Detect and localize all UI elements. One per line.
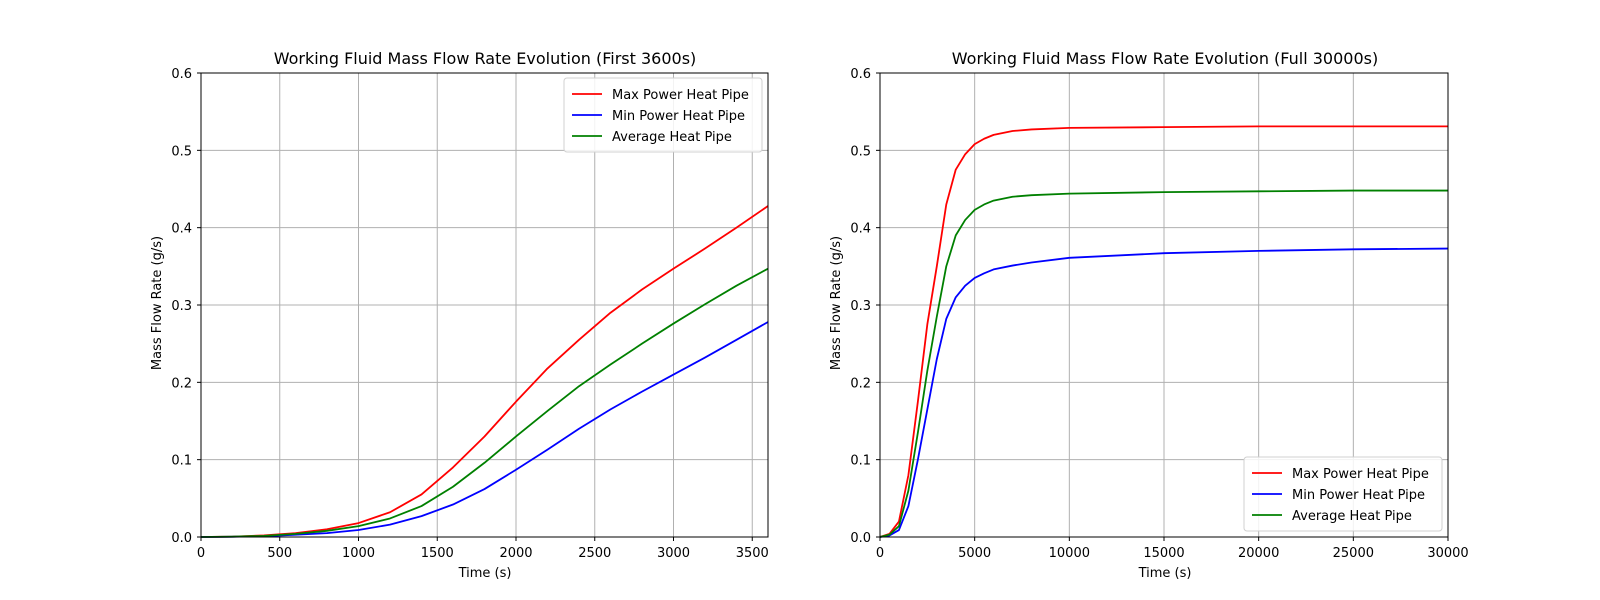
legend: Max Power Heat Pipe Min Power Heat Pipe Av… (563, 77, 763, 153)
x-tick-label: 3500 (736, 546, 769, 561)
y-tick-label: 0.5 (850, 144, 871, 159)
x-tick-label: 0 (876, 546, 884, 561)
y-tick-label: 0.1 (171, 454, 192, 469)
x-axis-label: Time (s) (1138, 566, 1192, 581)
legend-label-2: Average Heat Pipe (1292, 509, 1412, 524)
y-tick-label: 0.4 (171, 222, 192, 237)
y-tick-label: 0.6 (171, 67, 192, 82)
y-axis-label: Mass Flow Rate (g/s) (829, 236, 844, 370)
legend-box (563, 77, 763, 153)
series-line-1 (879, 247, 1449, 538)
x-tick-label: 15000 (1143, 546, 1184, 561)
series-line-2 (879, 189, 1448, 538)
y-tick-label: 0.4 (850, 222, 871, 237)
x-tick-label: 10000 (1049, 546, 1090, 561)
x-tick-label: 5000 (958, 546, 991, 561)
legend-box (1243, 456, 1443, 532)
legend-label-2: Average Heat Pipe (612, 130, 732, 145)
series-line-0 (879, 125, 1448, 538)
x-tick-label: 1500 (421, 546, 454, 561)
legend: Max Power Heat Pipe Min Power Heat Pipe Av… (1243, 456, 1443, 532)
y-tick-label: 0.2 (850, 376, 871, 391)
legend-label-0: Max Power Heat Pipe (612, 88, 749, 103)
series-line-2 (200, 267, 769, 538)
x-tick-label: 1000 (342, 546, 375, 561)
y-tick-label: 0.5 (171, 144, 192, 159)
x-tick-label: 20000 (1238, 546, 1279, 561)
chart-full-30000s: Working Fluid Mass Flow Rate Evolution (… (829, 49, 1469, 581)
x-tick-label: 500 (267, 546, 292, 561)
legend-label-0: Max Power Heat Pipe (1292, 467, 1429, 482)
x-tick-label: 2500 (578, 546, 611, 561)
x-tick-label: 30000 (1427, 546, 1468, 561)
x-tick-label: 25000 (1333, 546, 1374, 561)
y-tick-label: 0.2 (171, 376, 192, 391)
x-tick-label: 3000 (657, 546, 690, 561)
chart-title: Working Fluid Mass Flow Rate Evolution (… (952, 49, 1378, 68)
x-tick-label: 2000 (499, 546, 532, 561)
y-tick-label: 0.0 (850, 531, 871, 546)
y-tick-label: 0.1 (850, 454, 871, 469)
y-axis-label: Mass Flow Rate (g/s) (150, 236, 165, 370)
y-tick-label: 0.3 (850, 299, 871, 314)
chart-title: Working Fluid Mass Flow Rate Evolution (… (274, 49, 697, 68)
legend-label-1: Min Power Heat Pipe (612, 109, 745, 124)
y-tick-label: 0.0 (171, 531, 192, 546)
chart-first-3600s: Working Fluid Mass Flow Rate Evolution (… (150, 49, 769, 581)
legend-label-1: Min Power Heat Pipe (1292, 488, 1425, 503)
y-tick-label: 0.6 (850, 67, 871, 82)
x-tick-label: 0 (197, 546, 205, 561)
y-tick-label: 0.3 (171, 299, 192, 314)
x-axis-label: Time (s) (458, 566, 512, 581)
